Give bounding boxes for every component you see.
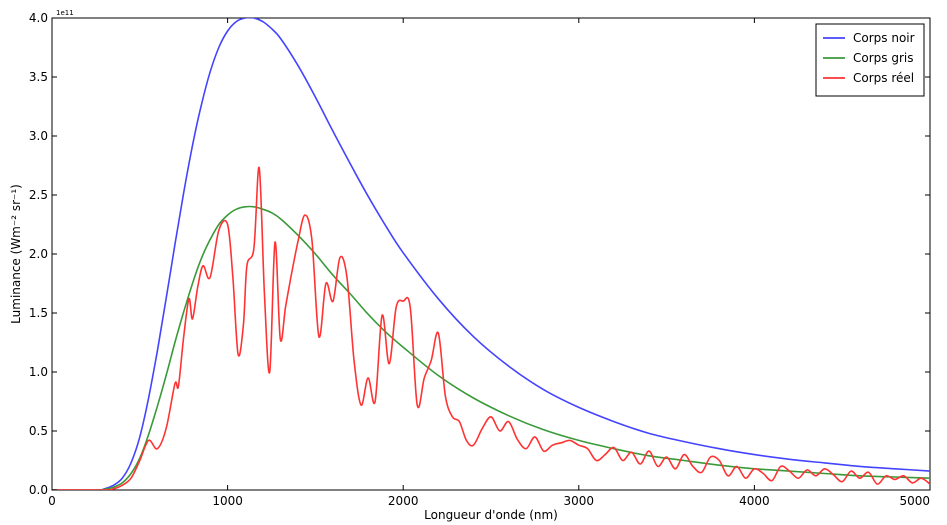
y-axis-label: Luminance (Wm⁻² sr⁻¹): [9, 184, 23, 324]
series-line-1: [52, 18, 930, 490]
y-axis: 0.0 0.5 1.0 1.5 2.0 2.5 3.0 3.5 4.0: [29, 11, 930, 497]
y-tick-label: 2.5: [29, 188, 48, 202]
series-line-3: [52, 166, 930, 490]
y-tick-label: 0.5: [29, 424, 48, 438]
legend-box: [815, 23, 925, 97]
legend-label: Corps réel: [853, 71, 914, 85]
y-tick-label: 4.0: [29, 11, 48, 25]
x-tick-label: 1000: [212, 494, 243, 508]
series-lines: [52, 18, 930, 490]
series-line-2: [52, 205, 930, 490]
x-tick-label: 5000: [899, 494, 930, 508]
y-offset-label: 1e11: [56, 9, 74, 17]
y-tick-label: 1.0: [29, 365, 48, 379]
x-axis-label: Longueur d'onde (nm): [424, 508, 558, 522]
y-tick-label: 3.5: [29, 70, 48, 84]
plot-area: [51, 17, 931, 491]
y-tick-label: 3.0: [29, 129, 48, 143]
x-tick-label: 0: [48, 494, 56, 508]
legend-label: Corps gris: [853, 51, 913, 65]
x-tick-label: 2000: [388, 494, 419, 508]
legend: Corps noir Corps gris Corps réel: [815, 23, 925, 97]
x-tick-label: 4000: [739, 494, 770, 508]
x-axis: 0 1000 2000 3000 4000 5000: [48, 18, 931, 508]
legend-label: Corps noir: [853, 31, 915, 45]
y-tick-label: 0.0: [29, 483, 48, 497]
y-tick-label: 1.5: [29, 306, 48, 320]
x-tick-label: 3000: [564, 494, 595, 508]
y-tick-label: 2.0: [29, 247, 48, 261]
